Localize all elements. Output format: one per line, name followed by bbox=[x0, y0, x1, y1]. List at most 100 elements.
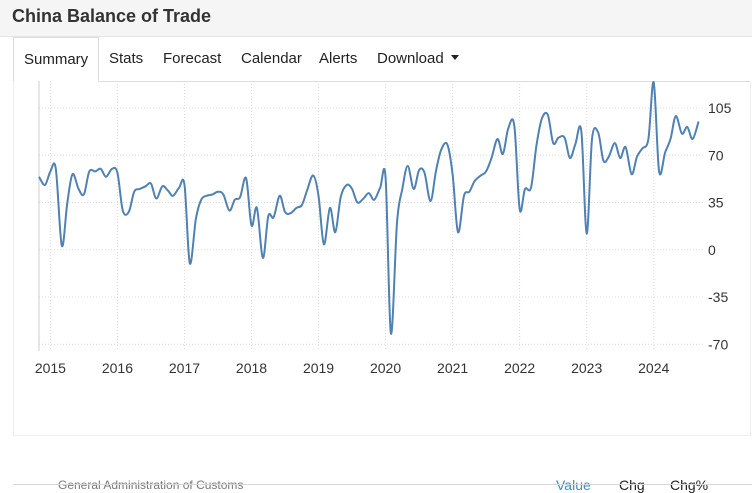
data-point bbox=[573, 142, 577, 146]
data-point bbox=[300, 203, 304, 207]
data-point bbox=[54, 167, 58, 171]
data-point bbox=[110, 167, 114, 171]
data-point bbox=[613, 141, 617, 145]
data-point bbox=[697, 120, 701, 124]
data-point bbox=[361, 196, 365, 200]
tab-summary[interactable]: Summary bbox=[13, 37, 100, 82]
data-point bbox=[501, 152, 505, 156]
y-tick-label: 35 bbox=[708, 195, 724, 211]
chart-panel: -70 -35 0 35 70 105 2015 2016 2017 2018 2019 2020 2… bbox=[13, 81, 751, 493]
x-tick-label: 2022 bbox=[504, 360, 535, 376]
data-point bbox=[278, 194, 282, 198]
data-point bbox=[221, 192, 225, 196]
grid-layer bbox=[38, 81, 704, 351]
data-point bbox=[640, 147, 644, 151]
data-point bbox=[205, 194, 209, 198]
data-point bbox=[378, 186, 382, 190]
data-point bbox=[244, 176, 248, 180]
data-point bbox=[216, 190, 220, 194]
data-point bbox=[428, 199, 432, 203]
tab-stats[interactable]: Stats bbox=[109, 50, 144, 67]
x-tick-label: 2016 bbox=[102, 360, 133, 376]
data-point bbox=[417, 168, 421, 172]
data-point bbox=[333, 230, 337, 234]
data-point bbox=[668, 137, 672, 141]
data-point bbox=[65, 202, 69, 206]
data-point bbox=[77, 187, 81, 191]
y-tick-label: -70 bbox=[708, 336, 728, 352]
x-tick-label: 2021 bbox=[437, 360, 468, 376]
data-point bbox=[657, 169, 661, 173]
data-point bbox=[551, 141, 555, 145]
data-point bbox=[400, 187, 404, 191]
tab-alerts[interactable]: Alerts bbox=[319, 50, 358, 67]
data-point bbox=[630, 172, 634, 176]
data-point bbox=[646, 137, 650, 141]
data-point bbox=[294, 206, 298, 210]
data-point bbox=[496, 137, 500, 141]
data-point bbox=[317, 194, 321, 198]
data-point bbox=[154, 196, 158, 200]
data-point bbox=[138, 187, 142, 191]
data-point bbox=[439, 148, 443, 152]
data-point bbox=[451, 172, 455, 176]
data-point bbox=[546, 113, 550, 117]
data-point bbox=[355, 201, 359, 205]
data-point bbox=[82, 192, 86, 196]
data-point bbox=[37, 175, 41, 179]
data-point bbox=[518, 207, 522, 211]
data-point bbox=[568, 156, 572, 160]
data-point bbox=[367, 191, 371, 195]
y-axis-ticks: -70 -35 0 35 70 105 bbox=[708, 100, 732, 352]
data-point bbox=[272, 215, 276, 219]
data-point bbox=[506, 126, 510, 130]
data-point bbox=[395, 221, 399, 225]
data-point bbox=[227, 209, 231, 213]
data-point bbox=[635, 155, 639, 159]
data-point bbox=[479, 174, 483, 178]
data-point bbox=[87, 169, 91, 173]
data-point bbox=[160, 184, 164, 188]
value-toggle[interactable]: Value bbox=[556, 477, 591, 493]
data-point bbox=[283, 210, 287, 214]
data-point bbox=[305, 188, 309, 192]
data-point bbox=[422, 171, 426, 175]
series-line-balance-of-trade bbox=[38, 81, 700, 335]
data-point bbox=[144, 184, 148, 188]
data-point bbox=[462, 194, 466, 198]
data-point bbox=[121, 209, 125, 213]
x-tick-label: 2024 bbox=[638, 360, 669, 376]
tab-calendar[interactable]: Calendar bbox=[241, 50, 302, 67]
data-point bbox=[384, 176, 388, 180]
data-point bbox=[557, 136, 561, 140]
data-point bbox=[194, 217, 198, 221]
data-point bbox=[339, 195, 343, 199]
data-point bbox=[199, 198, 203, 202]
tab-forecast[interactable]: Forecast bbox=[163, 50, 222, 67]
data-point bbox=[71, 172, 75, 176]
chg-toggle[interactable]: Chg bbox=[619, 477, 645, 493]
data-point bbox=[166, 188, 170, 192]
data-point bbox=[624, 145, 628, 149]
x-tick-label: 2020 bbox=[370, 360, 401, 376]
data-point bbox=[132, 190, 136, 194]
data-point bbox=[445, 142, 449, 146]
data-point bbox=[233, 198, 237, 202]
data-point bbox=[412, 187, 416, 191]
data-point bbox=[484, 169, 488, 173]
data-point bbox=[534, 144, 538, 148]
data-point bbox=[618, 156, 622, 160]
tab-download[interactable]: Download bbox=[377, 37, 459, 81]
data-point bbox=[99, 167, 103, 171]
data-point bbox=[350, 187, 354, 191]
data-point bbox=[563, 136, 567, 140]
data-point bbox=[456, 230, 460, 234]
data-point bbox=[60, 244, 64, 248]
data-point bbox=[512, 124, 516, 128]
data-point bbox=[540, 117, 544, 121]
series-points bbox=[37, 81, 701, 335]
x-tick-label: 2017 bbox=[169, 360, 200, 376]
data-point bbox=[406, 164, 410, 168]
chg-percent-toggle[interactable]: Chg% bbox=[670, 477, 709, 493]
data-point bbox=[149, 182, 153, 186]
